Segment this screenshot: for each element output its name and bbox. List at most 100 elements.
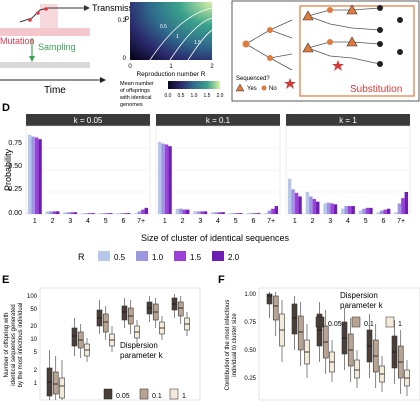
bar	[383, 209, 387, 214]
bar	[351, 206, 355, 214]
heatmap-xtick-2: 2	[210, 64, 214, 70]
bar	[102, 213, 106, 214]
bar	[362, 208, 366, 214]
bar	[376, 212, 380, 214]
bar	[186, 209, 190, 214]
bar	[27, 134, 32, 214]
tree-panel: Sequenced? Yes No Substitution	[231, 0, 420, 102]
bar	[316, 201, 320, 214]
bar	[246, 213, 250, 214]
tree-branches	[245, 7, 381, 71]
bar	[81, 213, 85, 214]
box	[177, 301, 184, 317]
facet-strip	[286, 114, 410, 126]
bar	[404, 192, 409, 214]
bar	[326, 202, 331, 214]
bar	[164, 144, 169, 214]
bar	[330, 203, 334, 214]
sampled-bar	[0, 62, 90, 68]
heatmap-legend-title-3: genomes	[120, 102, 143, 108]
bar	[264, 213, 268, 214]
panel-f-ytick-0: 1.00	[244, 292, 256, 298]
bar	[249, 213, 254, 214]
panel-f-label: F	[218, 274, 225, 286]
sequenced-yes-icon	[235, 83, 245, 92]
transmission-arrowhead	[84, 5, 90, 11]
panel-e-ytick-5: 2	[34, 368, 38, 374]
substitution-box	[299, 5, 415, 97]
tree-frame	[231, 0, 420, 102]
panel-f-legend-title-0: Dispersion	[340, 291, 378, 300]
bar	[157, 141, 162, 214]
bar	[228, 213, 233, 214]
bar	[193, 211, 197, 214]
tree-leaf	[377, 5, 383, 11]
panel-e-ytick-2: 20	[30, 324, 37, 330]
panel-f-legend-label-2: 1	[398, 321, 402, 328]
panel-f-ytick-1: 0.75	[244, 320, 256, 326]
sampling-arrowhead	[29, 56, 35, 62]
bar	[45, 211, 50, 214]
bar	[126, 213, 131, 214]
bar	[211, 212, 215, 214]
bar	[221, 212, 225, 214]
heatmap-ytick-1: 0	[123, 56, 127, 62]
bar	[56, 211, 60, 214]
panel-e-boxes	[46, 294, 190, 400]
panel-d: D Probability 0.75 0.50 0.25 0.00 k = 0.…	[2, 102, 411, 262]
tree-node	[267, 27, 273, 33]
mutation-star-icon	[332, 60, 344, 71]
x-tick-label: 7+	[137, 218, 145, 225]
panel-e-legend-title-0: Dispersion	[120, 341, 158, 350]
x-tick-label: 6	[381, 218, 385, 225]
x-tick-label: 1	[33, 218, 37, 225]
heatmap-legend-title-0: Mean number	[120, 81, 154, 87]
heatmap-contour-label-0: 0.5	[160, 24, 167, 30]
panel-f-ylabel-0: Contribution of the most infectious	[225, 300, 231, 391]
box	[266, 293, 273, 305]
panel-e-ylabel-1: identical sequences generated	[11, 304, 17, 385]
heatmap-ytick-0: 0.2	[118, 18, 127, 24]
bar	[341, 208, 345, 214]
bar	[31, 136, 35, 214]
tree-leaf	[397, 17, 403, 23]
heatmap-legend-tick-0: 0.0	[165, 93, 172, 99]
time-arrowhead	[100, 77, 106, 83]
bar	[218, 212, 222, 214]
panel-e-legend-swatch-2	[169, 388, 179, 400]
x-tick-label: 4	[86, 218, 90, 225]
bar	[203, 211, 208, 214]
panel-f-boxes	[266, 292, 410, 396]
bar	[379, 210, 384, 214]
panel-f-ytick-2: 0.50	[244, 348, 256, 354]
panel-d-ytick-2: 0.25	[8, 186, 22, 193]
tree-node-sequenced	[302, 10, 314, 21]
tree-leaf	[377, 41, 383, 47]
heatmap-contour-1	[169, 17, 213, 61]
transmission-label: Transmission	[92, 3, 145, 13]
bar	[49, 211, 53, 214]
box	[354, 359, 360, 379]
bar	[200, 211, 204, 214]
bar	[271, 208, 275, 214]
mutation-zone	[40, 4, 58, 36]
tree-leaf	[397, 49, 403, 55]
bar	[232, 213, 236, 214]
mutation-star-3	[44, 7, 48, 11]
heatmap-contour-label-1: 1	[176, 34, 179, 40]
bar	[358, 210, 363, 214]
mutation-star-2	[36, 11, 40, 15]
bar	[309, 196, 313, 214]
panel-d-legend-swatch-3	[212, 251, 224, 261]
panel-e: E Number of offspring with identical seq…	[2, 274, 201, 401]
panel-e-label: E	[2, 274, 9, 286]
heatmap-ylabel: p	[125, 15, 129, 22]
panel-d-legend-swatch-2	[174, 251, 186, 261]
heatmap-panel: p 0.2 0 0.5 1 1.5 0 1 2 Reproduction num…	[118, 2, 224, 108]
x-tick-label: 1	[163, 218, 167, 225]
panel-d-legend-label-1: 1.0	[152, 253, 164, 262]
panel-e-ytick-6: 1	[34, 381, 38, 387]
panel-d-label: D	[2, 102, 10, 114]
heatmap-legend-title-2: with identical	[119, 95, 152, 101]
panel-f-legend-label-1: 0.1	[364, 321, 374, 328]
